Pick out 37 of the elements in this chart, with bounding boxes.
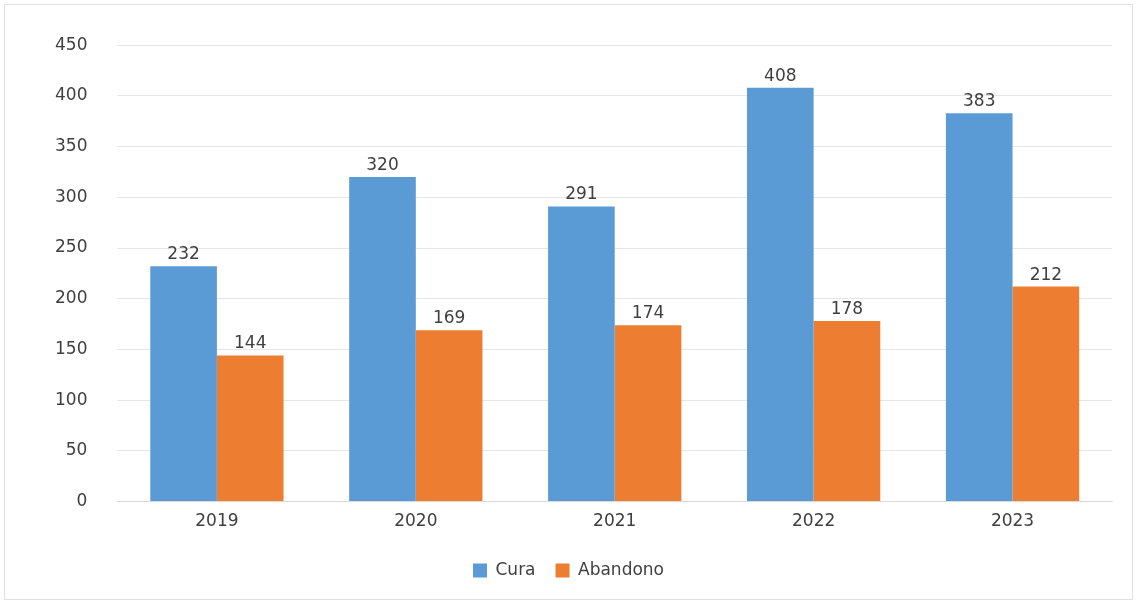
y-tick-label: 100 <box>54 388 88 409</box>
bar <box>945 113 1013 502</box>
y-tick-label: 400 <box>54 84 88 105</box>
data-label: 174 <box>631 302 665 323</box>
y-tick-label: 250 <box>54 236 88 257</box>
data-label: 383 <box>963 90 996 111</box>
y-tick-label: 150 <box>54 337 88 358</box>
y-tick-label: 200 <box>54 287 88 308</box>
bar <box>216 355 284 502</box>
bar <box>1012 286 1080 502</box>
legend-label: Cura <box>495 558 536 579</box>
x-tick-label: 2019 <box>195 510 239 531</box>
bar <box>548 206 615 502</box>
bar <box>150 266 217 502</box>
bar <box>747 87 814 502</box>
y-tick-label: 300 <box>54 185 88 206</box>
data-label: 232 <box>167 243 200 264</box>
y-tick-label: 0 <box>76 490 88 511</box>
data-label: 291 <box>565 183 598 204</box>
data-label: 144 <box>233 332 267 353</box>
data-label: 178 <box>830 297 864 318</box>
x-tick-label: 2023 <box>990 510 1035 531</box>
x-tick-label: 2020 <box>394 510 438 531</box>
bar <box>415 330 483 502</box>
bar <box>813 321 881 502</box>
data-label: 408 <box>764 64 797 85</box>
y-tick-label: 50 <box>65 439 88 460</box>
data-label: 169 <box>432 307 466 328</box>
x-tick-label: 2021 <box>593 510 637 531</box>
y-tick-label: 450 <box>54 33 88 54</box>
y-tick-label: 350 <box>54 135 88 156</box>
data-label: 212 <box>1029 263 1063 284</box>
x-tick-label: 2022 <box>792 510 836 531</box>
bar <box>614 325 682 502</box>
bar <box>349 177 416 502</box>
data-label: 320 <box>366 153 399 174</box>
legend-label: Abandono <box>578 558 665 579</box>
